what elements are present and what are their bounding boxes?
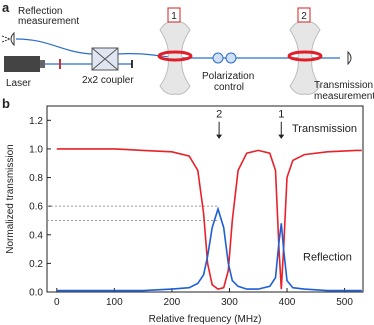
label: Polarization <box>202 71 254 82</box>
label: Laser <box>6 78 32 89</box>
detector <box>347 50 352 66</box>
label: measurement <box>18 16 79 27</box>
label: Transmission <box>314 80 373 91</box>
x-tick-label: 0 <box>54 297 60 308</box>
y-tick-label: 0.2 <box>29 259 43 270</box>
y-tick-label: 0.6 <box>29 202 43 213</box>
y-tick-label: 1.2 <box>29 116 43 127</box>
label: measurement <box>314 91 374 102</box>
y-tick-label: 0.8 <box>29 173 43 184</box>
label: 2 <box>301 11 307 22</box>
y-axis-label: Normalized transmission <box>5 144 16 253</box>
laser-port <box>40 60 45 68</box>
fiber <box>15 38 340 65</box>
annotation: 2 <box>216 108 222 120</box>
label: 2x2 coupler <box>82 75 134 86</box>
laser <box>4 56 40 72</box>
resonator <box>157 21 193 95</box>
y-tick-label: 1.0 <box>29 144 43 155</box>
label-box <box>167 7 181 23</box>
x-tick-label: 200 <box>164 297 181 308</box>
series-line <box>56 148 362 290</box>
annotation: 1 <box>278 108 284 120</box>
beam <box>1 35 12 43</box>
x-tick-label: 500 <box>336 297 353 308</box>
series-label: Transmission <box>292 123 357 135</box>
arrow-head <box>278 134 285 139</box>
x-tick-label: 100 <box>106 297 123 308</box>
y-tick-label: 0.4 <box>29 230 43 241</box>
label-box <box>297 7 311 23</box>
series-line <box>56 206 362 292</box>
y-tick-label: 0.0 <box>29 288 43 299</box>
paddle <box>212 52 224 64</box>
x-axis-label: Relative frequency (MHz) <box>149 314 262 325</box>
panel-label: b <box>2 96 10 111</box>
arrow-head <box>216 134 223 139</box>
label: 1 <box>171 11 177 22</box>
label: Reflection <box>18 6 62 17</box>
series-label: Reflection <box>303 252 352 264</box>
panel-label: a <box>2 0 10 15</box>
plot-frame <box>46 105 364 293</box>
plot: 0.0 0.2 0.4 0.6 0.8 1.0 1.2 0 100 200 300 400 500 Rel… <box>5 105 364 325</box>
x-tick-label: 400 <box>279 297 296 308</box>
label: control <box>214 82 244 93</box>
paddle <box>225 52 237 64</box>
coupler-cross <box>91 47 119 71</box>
x-tick-label: 300 <box>221 297 238 308</box>
detector <box>10 31 15 47</box>
